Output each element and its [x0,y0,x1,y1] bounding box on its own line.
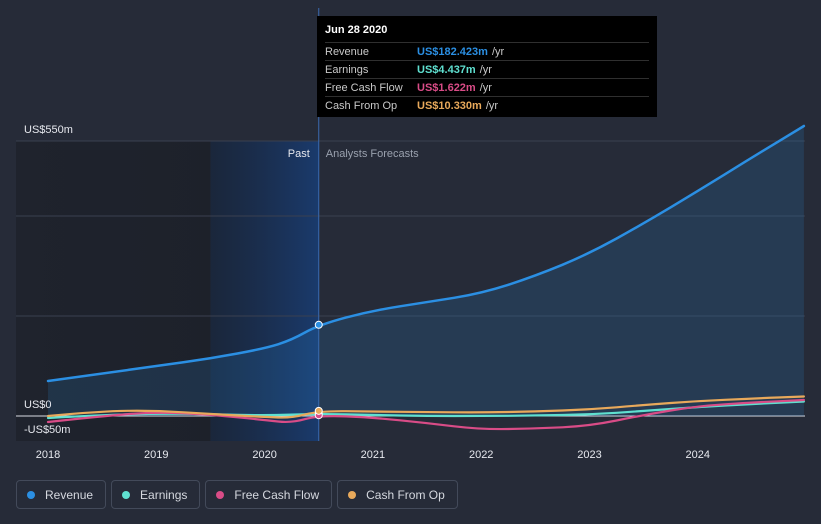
tooltip-unit: /yr [479,81,492,94]
x-tick-label: 2018 [36,449,60,461]
revenue-line [46,124,806,383]
legend-label: Earnings [140,487,188,502]
tooltip-value: US$10.330m [417,99,482,112]
legend-dot-icon [27,490,35,499]
legend-label: Revenue [45,487,94,502]
tooltip-row-revenue: Revenue US$182.423m /yr [325,42,649,60]
x-tick-label: 2019 [144,449,168,461]
tooltip-label: Cash From Op [325,99,398,112]
legend-label: Free Cash Flow [234,487,320,502]
cash-from-op-marker [314,406,323,415]
cash-from-op-line [46,395,805,419]
tooltip-row-cash-from-op: Cash From Op US$10.330m /yr [325,96,649,114]
tooltip-label: Free Cash Flow [325,81,403,94]
legend-dot-icon [216,490,225,499]
x-tick-label: 2024 [686,449,710,461]
tooltip-date: Jun 28 2020 [325,24,388,36]
legend-item-free-cash-flow[interactable]: Free Cash Flow [205,480,333,509]
tooltip-unit: /yr [479,63,492,76]
tooltip-unit: /yr [491,45,505,58]
tooltip-label: Earnings [325,63,369,76]
tooltip: Jun 28 2020 Revenue US$182.423m /yr Earn… [317,16,657,117]
x-tick-label: 2021 [361,449,385,461]
x-tick-label: 2020 [252,449,276,461]
x-tick-label: 2022 [469,449,493,461]
tooltip-label: Revenue [325,45,370,58]
legend-item-cash-from-op[interactable]: Cash From Op [337,480,458,509]
legend-dot-icon [348,490,357,499]
x-tick-label: 2023 [577,449,601,461]
revenue-area [48,126,804,416]
legend-item-earnings[interactable]: Earnings [111,480,201,509]
legend-item-revenue[interactable]: Revenue [16,480,107,509]
y-tick-label: US$550m [24,124,73,136]
revenue-marker [314,320,323,329]
legend: Revenue Earnings Free Cash Flow Cash Fro… [16,480,458,509]
y-tick-label: -US$50m [24,424,70,436]
y-tick-label: US$0 [24,399,52,411]
tooltip-value: US$4.437m [417,63,476,76]
tooltip-value: US$182.423m [417,45,488,58]
past-label: Past [288,148,310,160]
tooltip-value: US$1.622m [417,81,476,94]
forecast-label: Analysts Forecasts [326,148,419,160]
tooltip-row-free-cash-flow: Free Cash Flow US$1.622m /yr [325,78,649,96]
legend-label: Cash From Op [366,487,445,502]
tooltip-row-earnings: Earnings US$4.437m /yr [325,60,649,78]
legend-dot-icon [122,490,131,499]
highlight-band [210,141,319,441]
tooltip-unit: /yr [485,99,499,112]
